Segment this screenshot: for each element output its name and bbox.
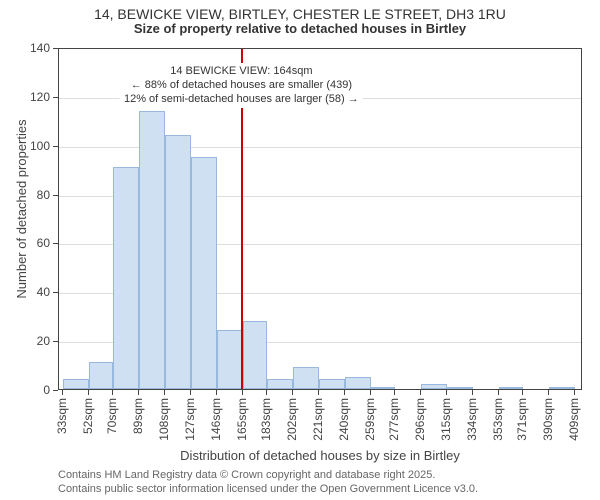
histogram-bar: [319, 379, 345, 389]
x-tick-label: 52sqm: [81, 398, 95, 434]
y-tick-mark: [53, 195, 58, 196]
x-tick-label: 146sqm: [209, 398, 223, 441]
histogram-bar: [447, 387, 473, 389]
y-tick-mark: [53, 146, 58, 147]
x-tick-mark: [548, 390, 549, 395]
histogram-bar: [89, 362, 113, 389]
x-tick-label: 240sqm: [337, 398, 351, 441]
plot-area: 14 BEWICKE VIEW: 164sqm← 88% of detached…: [58, 48, 582, 390]
x-tick-label: 277sqm: [387, 398, 401, 441]
x-tick-mark: [344, 390, 345, 395]
x-tick-mark: [190, 390, 191, 395]
histogram-bar: [243, 321, 267, 389]
x-tick-mark: [472, 390, 473, 395]
y-gridline: [59, 98, 581, 99]
x-tick-label: 127sqm: [183, 398, 197, 441]
x-tick-mark: [62, 390, 63, 395]
y-tick-label: 120: [24, 90, 50, 104]
x-tick-mark: [164, 390, 165, 395]
x-tick-mark: [216, 390, 217, 395]
x-tick-label: 353sqm: [491, 398, 505, 441]
y-tick-label: 80: [24, 188, 50, 202]
histogram-bar: [191, 157, 217, 389]
x-tick-mark: [498, 390, 499, 395]
y-tick-mark: [53, 341, 58, 342]
x-tick-label: 202sqm: [285, 398, 299, 441]
x-tick-label: 33sqm: [55, 398, 69, 434]
histogram-bar: [421, 384, 447, 389]
histogram-bar: [549, 387, 575, 389]
x-tick-label: 221sqm: [311, 398, 325, 441]
x-tick-mark: [88, 390, 89, 395]
histogram-bar: [293, 367, 319, 389]
histogram-bar: [165, 135, 191, 389]
histogram-bar: [63, 379, 89, 389]
x-tick-label: 89sqm: [131, 398, 145, 434]
histogram-bar: [113, 167, 139, 389]
y-tick-label: 20: [24, 334, 50, 348]
y-tick-label: 0: [24, 383, 50, 397]
x-tick-mark: [420, 390, 421, 395]
property-marker-line: [241, 49, 243, 389]
histogram-bar: [345, 377, 371, 389]
x-tick-label: 183sqm: [259, 398, 273, 441]
x-tick-mark: [318, 390, 319, 395]
histogram-bar: [217, 330, 243, 389]
x-tick-mark: [292, 390, 293, 395]
x-tick-mark: [574, 390, 575, 395]
x-tick-label: 371sqm: [515, 398, 529, 441]
x-tick-mark: [446, 390, 447, 395]
histogram-bar: [499, 387, 523, 389]
y-tick-mark: [53, 243, 58, 244]
x-tick-mark: [266, 390, 267, 395]
y-tick-label: 40: [24, 285, 50, 299]
x-tick-label: 315sqm: [439, 398, 453, 441]
y-tick-label: 60: [24, 236, 50, 250]
y-tick-label: 140: [24, 41, 50, 55]
x-tick-label: 296sqm: [413, 398, 427, 441]
credits-text: Contains HM Land Registry data © Crown c…: [58, 468, 478, 497]
chart-subtitle: Size of property relative to detached ho…: [0, 22, 600, 41]
x-tick-mark: [394, 390, 395, 395]
chart-title: 14, BEWICKE VIEW, BIRTLEY, CHESTER LE ST…: [0, 0, 600, 22]
x-axis-label: Distribution of detached houses by size …: [58, 448, 582, 463]
x-tick-label: 70sqm: [105, 398, 119, 434]
y-tick-label: 100: [24, 139, 50, 153]
histogram-bar: [267, 379, 293, 389]
x-tick-label: 165sqm: [235, 398, 249, 441]
chart-container: 14, BEWICKE VIEW, BIRTLEY, CHESTER LE ST…: [0, 0, 600, 500]
y-tick-mark: [53, 48, 58, 49]
y-gridline: [59, 147, 581, 148]
x-tick-label: 108sqm: [157, 398, 171, 441]
x-tick-mark: [370, 390, 371, 395]
x-tick-label: 390sqm: [541, 398, 555, 441]
x-tick-mark: [112, 390, 113, 395]
credits-line-2: Contains public sector information licen…: [58, 482, 478, 496]
credits-line-1: Contains HM Land Registry data © Crown c…: [58, 468, 478, 482]
histogram-bar: [371, 387, 395, 389]
x-tick-mark: [242, 390, 243, 395]
y-tick-mark: [53, 292, 58, 293]
y-tick-mark: [53, 390, 58, 391]
x-tick-mark: [138, 390, 139, 395]
x-tick-label: 334sqm: [465, 398, 479, 441]
x-tick-label: 259sqm: [363, 398, 377, 441]
x-tick-mark: [522, 390, 523, 395]
histogram-bar: [139, 111, 165, 389]
x-tick-label: 409sqm: [567, 398, 581, 441]
y-tick-mark: [53, 97, 58, 98]
